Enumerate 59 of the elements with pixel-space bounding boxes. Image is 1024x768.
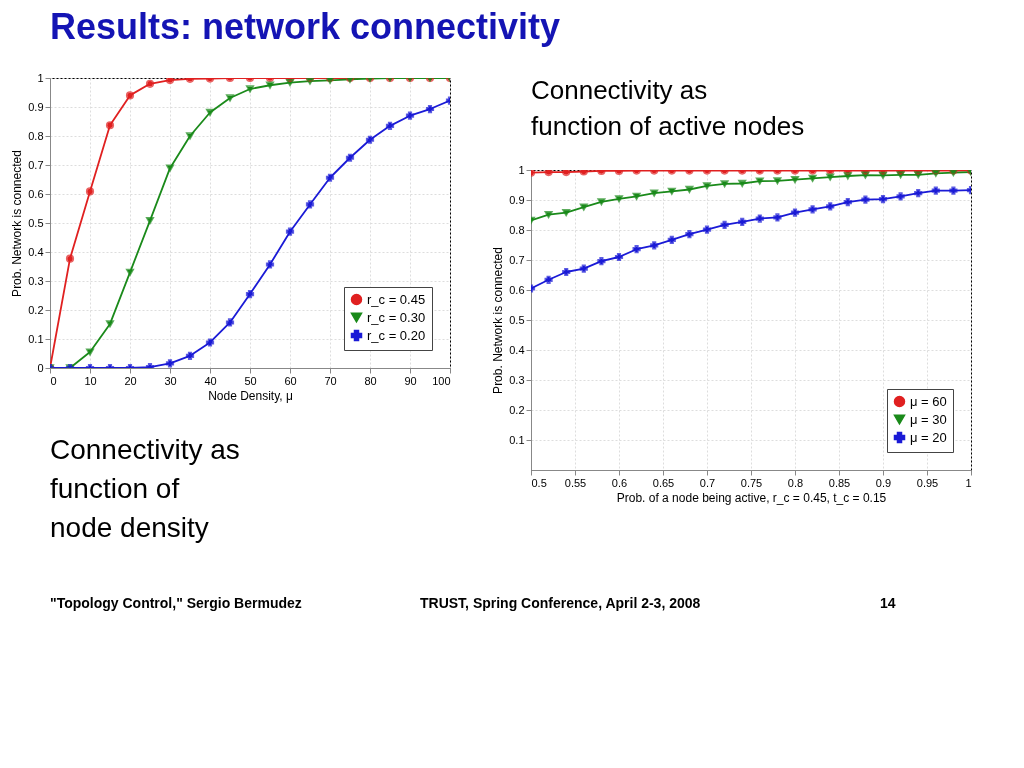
y-tick-label: 0.1 — [28, 332, 44, 345]
x-tick-label: 0 — [50, 374, 57, 387]
x-tick-label: 60 — [284, 374, 297, 387]
x-tick-label: 30 — [164, 374, 177, 387]
x-tick-label: 0.8 — [787, 476, 804, 489]
y-tick-label: 0.4 — [509, 343, 525, 356]
y-tick-label: 0.6 — [28, 187, 44, 200]
x-axis-title: Prob. of a node being active, r_c = 0.45, t_c = 0.15 — [616, 490, 887, 505]
y-tick-label: 0.8 — [28, 129, 44, 142]
x-tick-label: 80 — [364, 374, 377, 387]
y-tick-label: 0.9 — [28, 100, 44, 113]
y-tick-label: 1 — [37, 71, 44, 84]
y-tick-label: 0.1 — [509, 433, 525, 446]
x-tick-label: 0.7 — [699, 476, 716, 489]
y-tick-label: 0.8 — [509, 223, 525, 236]
text: TRUST, Spring Conference, April 2-3, 2008 — [420, 595, 701, 611]
y-tick-label: 0.3 — [509, 373, 525, 386]
chart-title: Results: network connectivity — [50, 6, 561, 47]
x-tick-label: 0.5 — [531, 476, 547, 489]
x-tick-label: 90 — [404, 374, 417, 387]
y-tick-label: 0 — [37, 361, 44, 374]
x-tick-label: 70 — [324, 374, 337, 387]
y-tick-label: 0.5 — [28, 216, 44, 229]
text: Connectivity as function of active nodes — [531, 75, 805, 142]
x-tick-label: 100 — [432, 374, 451, 387]
legend-label: μ = 20 — [910, 429, 947, 445]
y-tick-label: 0.3 — [28, 274, 44, 287]
x-tick-label: 0.95 — [916, 476, 939, 489]
legend-label: r_c = 0.20 — [367, 327, 426, 343]
y-tick-label: 0.4 — [28, 245, 44, 258]
x-axis-title: Node Density, μ — [208, 388, 293, 403]
text: "Topology Control," Sergio Bermudez — [50, 595, 302, 611]
text: Connectivity as function of node density — [50, 434, 240, 544]
legend-label: r_c = 0.45 — [367, 291, 426, 307]
x-tick-label: 40 — [204, 374, 217, 387]
x-tick-label: 50 — [244, 374, 257, 387]
x-tick-label: 0.6 — [611, 476, 628, 489]
x-tick-label: 20 — [124, 374, 137, 387]
y-tick-label: 1 — [518, 163, 525, 176]
y-tick-label: 0.7 — [28, 158, 44, 171]
y-tick-label: 0.9 — [509, 193, 525, 206]
x-tick-label: 0.85 — [828, 476, 851, 489]
x-tick-label: 1 — [965, 476, 972, 489]
y-axis-title: Prob. Network is connected — [491, 247, 506, 394]
text: 14 — [880, 595, 896, 611]
x-tick-label: 0.55 — [564, 476, 587, 489]
x-tick-label: 10 — [84, 374, 97, 387]
y-tick-label: 0.7 — [509, 253, 525, 266]
x-tick-label: 0.9 — [875, 476, 892, 489]
y-tick-label: 0.6 — [509, 283, 525, 296]
legend-label: μ = 60 — [910, 393, 947, 409]
x-tick-label: 0.65 — [652, 476, 675, 489]
legend-label: μ = 30 — [910, 411, 947, 427]
legend-label: r_c = 0.30 — [367, 309, 426, 325]
y-axis-title: Prob. Network is connected — [10, 150, 25, 297]
y-tick-label: 0.2 — [28, 303, 44, 316]
y-tick-label: 0.5 — [509, 313, 525, 326]
y-tick-label: 0.2 — [509, 403, 525, 416]
x-tick-label: 0.75 — [740, 476, 763, 489]
